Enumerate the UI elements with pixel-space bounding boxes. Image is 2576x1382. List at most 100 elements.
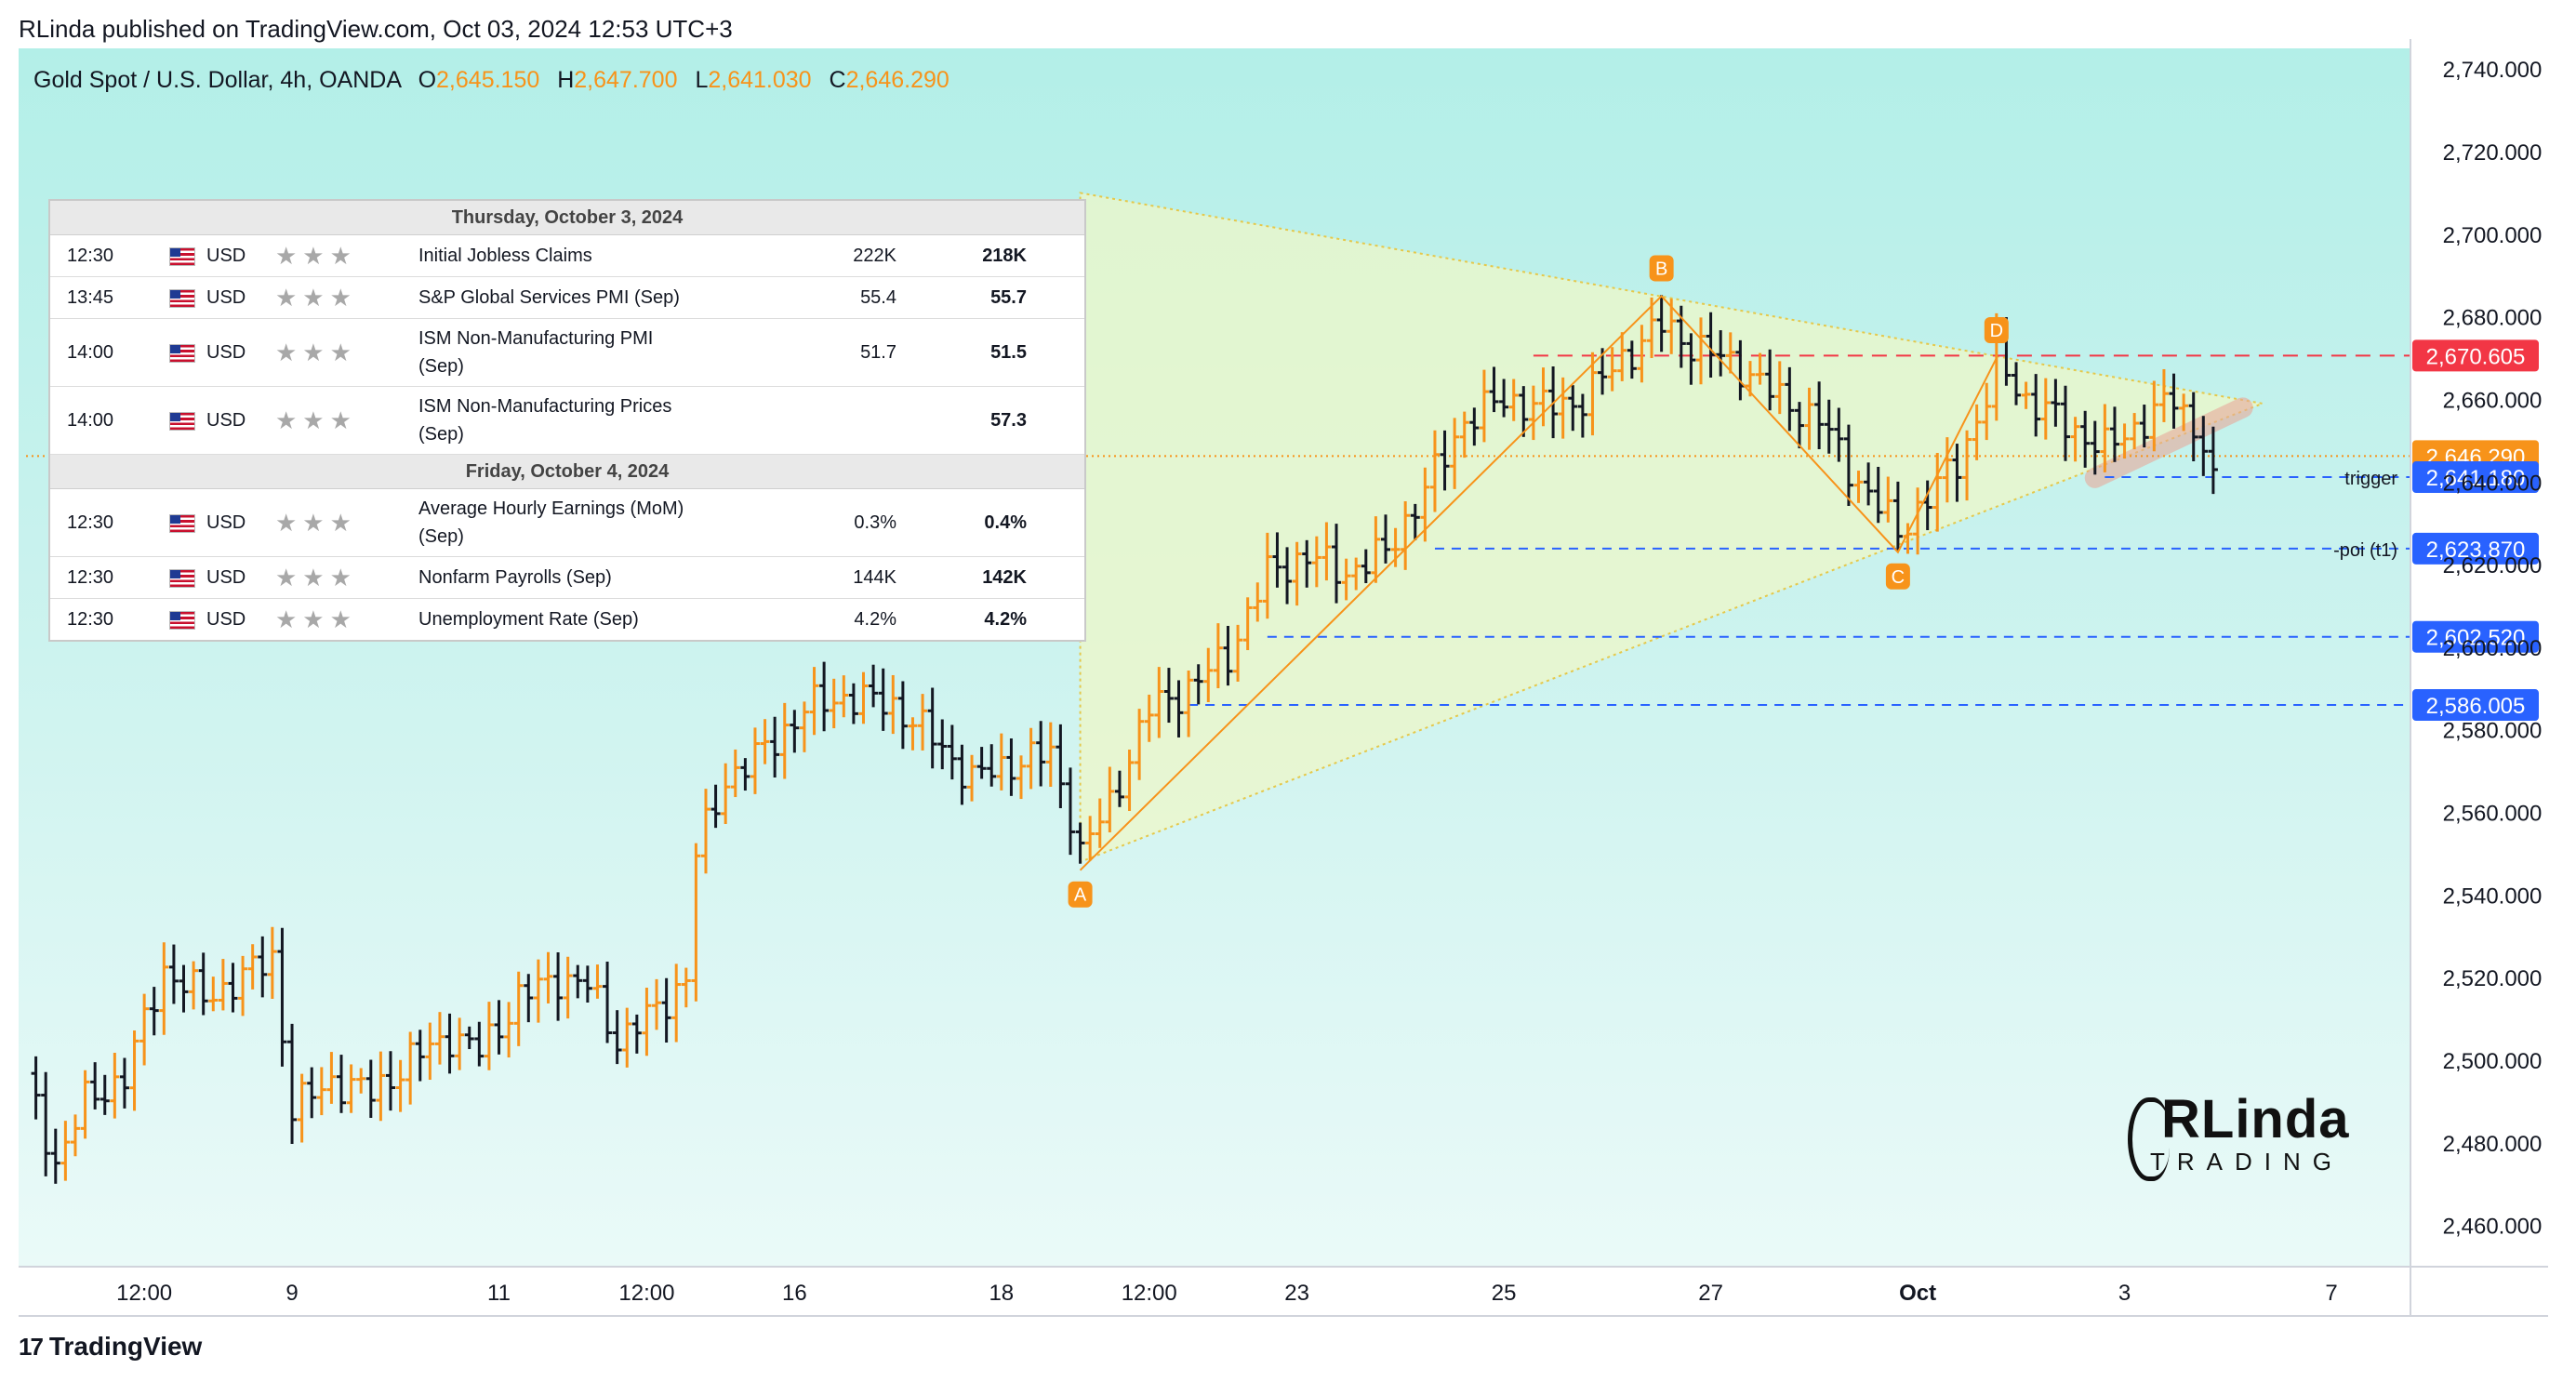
event-currency: USD	[206, 341, 246, 363]
ohlc-bar	[326, 1052, 337, 1104]
event-name-line1: Initial Jobless Claims	[418, 246, 592, 266]
ohlc-bar	[494, 1000, 504, 1055]
event-previous: 222K	[853, 245, 896, 266]
event-name-line1: ISM Non-Manufacturing PMI	[418, 328, 654, 349]
ohlc-bar	[642, 987, 652, 1056]
ohlc-bar	[839, 675, 849, 718]
ohlc-bar	[159, 942, 169, 1035]
tradingview-logo[interactable]: 17 TradingView	[19, 1332, 202, 1362]
ohlc-bar	[267, 926, 277, 999]
us-flag-icon	[169, 412, 195, 431]
level-tag-label-5: 2,586.005	[2426, 694, 2526, 719]
ohlc-bar	[484, 1002, 494, 1070]
ohlc-bar	[1144, 694, 1154, 742]
ohlc-bar	[2208, 426, 2218, 495]
x-tick-label: 25	[1492, 1281, 1517, 1306]
ohlc-bar	[730, 749, 740, 798]
ohlc-bar	[1972, 404, 1982, 460]
x-tick-label: 16	[782, 1281, 807, 1306]
calendar-event-row[interactable]: 13:45 USD ★★★ 55.4 55.7 S&P Global Services P…	[50, 277, 1084, 319]
y-tick-label: 2,640.000	[2443, 471, 2543, 496]
x-tick-label: 23	[1284, 1281, 1309, 1306]
importance-stars-icon: ★★★	[275, 563, 357, 591]
ohlc-bar	[307, 1067, 317, 1119]
ohlc-bar	[2012, 362, 2022, 405]
ohlc-bar	[2188, 392, 2198, 461]
ohlc-bar	[996, 733, 1006, 791]
ohlc-bar	[2021, 381, 2031, 409]
ohlc-bar	[415, 1030, 425, 1082]
close-label: C	[829, 67, 846, 93]
importance-stars-icon: ★★★	[275, 605, 357, 633]
calendar-event-row[interactable]: 12:30 USD ★★★ 4.2% 4.2% Unemployment Rate (Se…	[50, 599, 1084, 640]
ohlc-bar	[474, 1021, 485, 1067]
event-currency: USD	[206, 286, 246, 308]
ohlc-bar	[1725, 332, 1735, 374]
symbol-name: Gold Spot / U.S. Dollar, 4h, OANDA	[33, 67, 401, 93]
event-time: 14:00	[67, 409, 114, 431]
ohlc-bar	[297, 1073, 307, 1143]
ohlc-bar	[2139, 405, 2149, 448]
ohlc-bar	[434, 1012, 445, 1065]
ohlc-bar	[1282, 547, 1293, 605]
ohlc-bar	[987, 744, 997, 787]
ohlc-bar	[1558, 377, 1568, 439]
x-tick-label: 18	[989, 1281, 1014, 1306]
event-previous: 4.2%	[854, 608, 896, 630]
event-name: Average Hourly Earnings (MoM) (Sep)	[418, 489, 697, 556]
event-time: 14:00	[67, 341, 114, 363]
ohlc-bar	[2060, 385, 2070, 461]
ohlc-bar	[1262, 532, 1272, 619]
ohlc-bar	[346, 1064, 356, 1113]
ohlc-bar	[1794, 402, 1804, 449]
x-tick-label: Oct	[1899, 1281, 1936, 1306]
ohlc-bar	[316, 1067, 326, 1116]
calendar-event-row[interactable]: 14:00 USD ★★★ 51.7 51.5 ISM Non-Manufacturing…	[50, 319, 1084, 387]
high-value: 2,647.700	[574, 67, 678, 93]
event-currency: USD	[206, 245, 246, 266]
ohlc-bar	[445, 1013, 455, 1074]
calendar-event-row[interactable]: 12:30 USD ★★★ 0.3% 0.4% Average Hourly Earnin…	[50, 489, 1084, 557]
ohlc-bar	[1292, 541, 1302, 606]
ohlc-bar	[1036, 721, 1046, 787]
us-flag-icon	[169, 514, 195, 533]
ohlc-bar	[70, 1114, 80, 1157]
ohlc-bar	[208, 977, 219, 1012]
ohlc-bar	[1942, 437, 1952, 503]
ohlc-bar	[897, 681, 908, 750]
ohlc-bar	[1135, 709, 1145, 780]
ohlc-bar	[1085, 816, 1095, 861]
event-name-line1: Unemployment Rate (Sep)	[418, 609, 639, 630]
ohlc-bar	[1627, 340, 1637, 379]
low-value: 2,641.030	[708, 67, 812, 93]
ohlc-bar	[750, 727, 760, 794]
pattern-point-c	[1885, 563, 1910, 590]
ohlc-bar	[1429, 430, 1440, 512]
triangle-pattern	[1079, 192, 2266, 864]
ohlc-bar	[1026, 727, 1036, 790]
y-tick-label: 2,520.000	[2443, 966, 2543, 991]
level-tag-2	[2412, 461, 2539, 494]
ohlc-bar	[1203, 647, 1214, 702]
event-previous: 55.4	[860, 286, 896, 308]
event-name: ISM Non-Manufacturing Prices (Sep)	[418, 387, 697, 454]
calendar-event-row[interactable]: 12:30 USD ★★★ 222K 218K Initial Jobless Claim…	[50, 235, 1084, 277]
level-tag-5	[2412, 689, 2539, 722]
calendar-event-row[interactable]: 12:30 USD ★★★ 144K 142K Nonfarm Payrolls (Sep…	[50, 557, 1084, 599]
ohlc-bar	[2130, 413, 2140, 450]
ohlc-bar	[405, 1031, 416, 1105]
ohlc-bar	[947, 724, 957, 780]
ohlc-bar	[1124, 749, 1135, 811]
event-name: Unemployment Rate (Sep)	[418, 599, 697, 640]
us-flag-icon	[169, 344, 195, 363]
calendar-event-row[interactable]: 14:00 USD ★★★ 57.3 ISM Non-Manufacturing Pri…	[50, 387, 1084, 455]
ohlc-bar	[1864, 462, 1874, 506]
ohlc-bar	[31, 1056, 41, 1120]
y-tick-label: 2,620.000	[2443, 553, 2543, 578]
event-actual: 142K	[982, 566, 1027, 588]
ohlc-bar	[2179, 393, 2189, 432]
event-name: ISM Non-Manufacturing PMI (Sep)	[418, 319, 697, 386]
ohlc-bar	[2149, 380, 2159, 452]
event-actual: 0.4%	[984, 512, 1027, 533]
ohlc-bar	[41, 1071, 51, 1176]
